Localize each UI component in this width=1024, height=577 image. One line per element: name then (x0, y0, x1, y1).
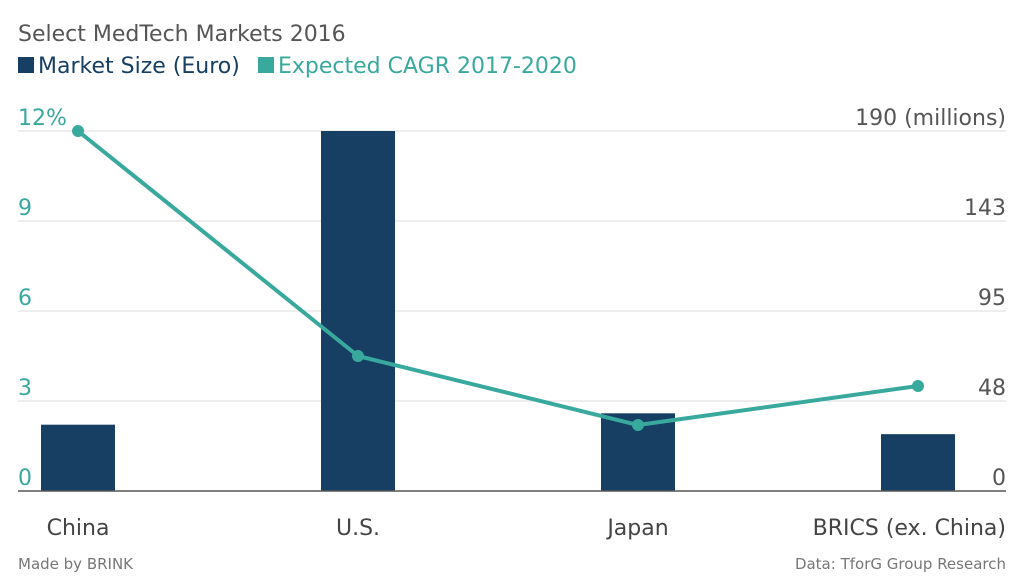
cagr-line (76, 129, 919, 427)
cagr-point-brics-ex-china (912, 380, 924, 392)
bar-china (41, 424, 115, 491)
right-tick-label: 190 (millions) (855, 106, 1006, 131)
left-tick-label: 0 (18, 466, 32, 491)
legend: Market Size (Euro) Expected CAGR 2017-20… (18, 54, 577, 79)
category-label: U.S. (336, 516, 380, 541)
legend-label-market-size: Market Size (Euro) (38, 54, 240, 79)
cagr-point-u-s (352, 350, 364, 362)
bar-series (41, 131, 955, 491)
left-tick-label: 3 (18, 376, 32, 401)
right-tick-label: 143 (964, 196, 1006, 221)
made-by-credit: Made by BRINK (18, 555, 134, 573)
line-series (72, 125, 924, 431)
bar-u-s (321, 131, 395, 491)
category-label: China (47, 516, 110, 541)
right-tick-label: 48 (978, 376, 1006, 401)
chart-title: Select MedTech Markets 2016 (18, 22, 346, 47)
right-axis-ticks: 0 48 95 143 190 (millions) (855, 106, 1006, 491)
left-tick-label: 12% (18, 106, 67, 131)
right-tick-label: 95 (978, 286, 1006, 311)
cagr-point-china (72, 125, 84, 137)
data-source-credit: Data: TforG Group Research (795, 555, 1006, 573)
left-tick-label: 9 (18, 196, 32, 221)
category-label: Japan (605, 516, 668, 541)
legend-swatch-expected-cagr (258, 57, 274, 73)
legend-swatch-market-size (18, 57, 34, 73)
category-label: BRICS (ex. China) (813, 516, 1006, 541)
category-labels: China U.S. Japan BRICS (ex. China) (47, 516, 1006, 541)
bar-brics-ex-china (881, 434, 955, 491)
left-tick-label: 6 (18, 286, 32, 311)
legend-label-expected-cagr: Expected CAGR 2017-2020 (278, 54, 577, 79)
cagr-point-japan (632, 419, 644, 431)
right-tick-label: 0 (992, 466, 1006, 491)
left-axis-ticks: 0 3 6 9 12% (18, 106, 67, 491)
gridlines (18, 130, 1006, 402)
